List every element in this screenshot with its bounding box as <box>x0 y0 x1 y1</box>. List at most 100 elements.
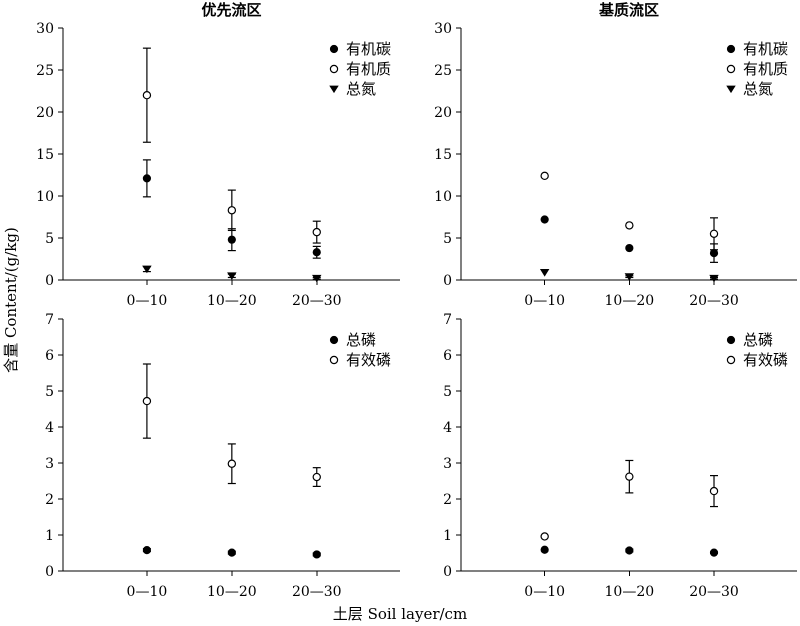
data-point <box>227 548 236 557</box>
data-point <box>709 274 719 283</box>
legend-marker <box>329 335 339 345</box>
data-point <box>709 486 719 496</box>
data-point <box>142 90 152 100</box>
x-tick-label: 10—20 <box>207 293 257 309</box>
legend-label: 总磷 <box>743 331 773 349</box>
data-point <box>540 532 549 541</box>
legend-label: 有机质 <box>346 60 391 78</box>
y-tick-label: 15 <box>36 147 54 163</box>
x-tick-label: 10—20 <box>207 584 257 600</box>
y-axis-title: 含量 Content/(g/kg) <box>2 227 20 373</box>
y-tick-label: 3 <box>45 456 54 472</box>
x-tick-label: 10—20 <box>605 293 655 309</box>
legend-label: 有机碳 <box>743 40 788 58</box>
legend-marker <box>329 44 339 54</box>
x-tick-label: 20—30 <box>689 584 739 600</box>
y-tick-label: 0 <box>45 564 54 580</box>
data-point <box>540 171 549 181</box>
data-point <box>540 215 549 224</box>
x-tick-label: 20—30 <box>292 293 342 309</box>
legend-marker <box>726 85 736 94</box>
y-tick-label: 25 <box>36 63 54 79</box>
data-point <box>312 550 321 559</box>
data-point <box>312 227 321 237</box>
y-tick-label: 0 <box>443 273 452 289</box>
y-tick-label: 2 <box>443 492 452 508</box>
data-point <box>624 273 635 281</box>
legend-label: 总氮 <box>743 80 773 98</box>
y-tick-label: 10 <box>36 189 54 205</box>
x-tick-label: 20—30 <box>292 584 342 600</box>
y-tick-label: 25 <box>434 63 452 79</box>
y-tick-label: 3 <box>443 456 452 472</box>
data-point <box>312 472 321 482</box>
y-tick-label: 7 <box>45 312 54 328</box>
y-tick-label: 20 <box>36 105 54 121</box>
legend-marker <box>726 355 736 365</box>
x-tick-label: 20—30 <box>689 293 739 309</box>
data-point <box>539 269 550 277</box>
y-tick-label: 2 <box>45 492 54 508</box>
legend-label: 有效磷 <box>346 351 391 369</box>
y-tick-label: 5 <box>443 231 452 247</box>
y-tick-label: 1 <box>443 528 452 544</box>
y-tick-label: 5 <box>45 231 54 247</box>
data-point <box>227 235 236 244</box>
y-tick-label: 5 <box>443 384 452 400</box>
data-point <box>142 265 152 274</box>
data-point <box>142 546 152 555</box>
data-point <box>227 206 237 215</box>
x-tick-label: 10—20 <box>605 584 655 600</box>
data-point <box>540 545 549 554</box>
legend-label: 总氮 <box>346 80 376 98</box>
legend-marker <box>726 64 736 74</box>
legend-label: 有效磷 <box>743 351 788 369</box>
y-tick-label: 30 <box>434 21 452 37</box>
x-tick-label: 0—10 <box>127 584 168 600</box>
legend-label: 有机质 <box>743 60 788 78</box>
y-tick-label: 10 <box>434 189 452 205</box>
y-tick-label: 0 <box>443 564 452 580</box>
y-tick-label: 4 <box>443 420 452 436</box>
legend-marker <box>329 85 339 94</box>
y-tick-label: 20 <box>434 105 452 121</box>
x-axis-title: 土层 Soil layer/cm <box>333 605 467 623</box>
y-tick-label: 15 <box>434 147 452 163</box>
y-tick-label: 6 <box>443 348 452 364</box>
data-point <box>709 249 719 258</box>
y-tick-label: 5 <box>45 384 54 400</box>
legend-marker <box>726 335 736 345</box>
data-point <box>227 272 237 280</box>
data-point <box>625 221 634 230</box>
data-point <box>142 174 152 183</box>
data-point <box>312 248 321 257</box>
y-tick-label: 1 <box>45 528 54 544</box>
data-point <box>312 274 322 283</box>
legend-marker <box>726 44 736 54</box>
data-point <box>142 396 152 406</box>
data-point <box>625 243 634 253</box>
x-tick-label: 0—10 <box>524 293 565 309</box>
y-tick-label: 0 <box>45 273 54 289</box>
legend-marker <box>329 64 339 74</box>
y-tick-label: 6 <box>45 348 54 364</box>
y-tick-label: 30 <box>36 21 54 37</box>
data-point <box>709 548 719 557</box>
legend-label: 有机碳 <box>346 40 391 58</box>
panel-title: 基质流区 <box>598 1 659 19</box>
panel-title: 优先流区 <box>201 1 261 19</box>
data-point <box>709 229 719 238</box>
data-point <box>625 472 634 481</box>
y-tick-label: 7 <box>443 312 452 328</box>
legend-label: 总磷 <box>346 331 376 349</box>
data-point <box>625 546 634 555</box>
legend-marker <box>329 355 339 365</box>
y-tick-label: 4 <box>45 420 54 436</box>
x-tick-label: 0—10 <box>127 293 168 309</box>
